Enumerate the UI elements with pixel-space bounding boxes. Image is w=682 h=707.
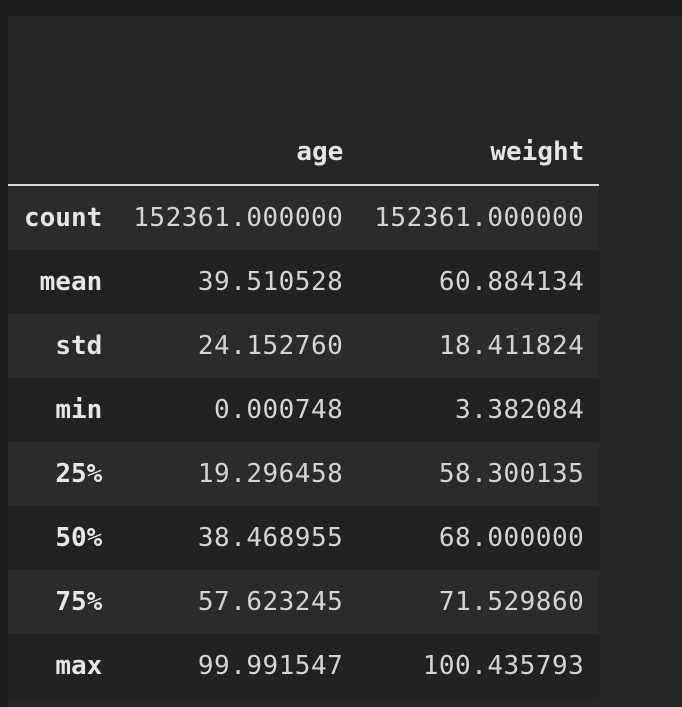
row-label: count [24, 203, 103, 233]
table-row: count 152361.000000 152361.000000 [8, 185, 600, 250]
table-row: std 24.152760 18.411824 [8, 314, 600, 378]
table-body: count 152361.000000 152361.000000 mean 3… [8, 185, 600, 698]
cell-age: 152361.000000 [133, 203, 344, 233]
table-row: 75% 57.623245 71.529860 [8, 570, 600, 634]
table-row: 50% 38.468955 68.000000 [8, 506, 600, 570]
cell-age: 19.296458 [197, 459, 344, 489]
cell-age: 24.152760 [197, 331, 344, 361]
cell-weight: 3.382084 [455, 395, 585, 425]
cell-weight: 100.435793 [422, 651, 585, 681]
cell-weight: 18.411824 [438, 331, 585, 361]
cell-weight: 71.529860 [438, 587, 585, 617]
row-label: mean [39, 267, 103, 297]
cell-age: 57.623245 [197, 587, 344, 617]
cell-weight: 58.300135 [438, 459, 585, 489]
row-label: 25% [55, 459, 103, 489]
index-header [8, 16, 118, 186]
cell-weight: 68.000000 [438, 523, 585, 553]
header-row: age weight [8, 16, 600, 186]
column-header-weight: weight [358, 16, 600, 186]
describe-table: age weight count 152361.000000 152361.00… [8, 16, 600, 698]
row-label: std [55, 331, 103, 361]
table-row: max 99.991547 100.435793 [8, 634, 600, 698]
table-header: age weight [8, 16, 600, 186]
cell-weight: 60.884134 [438, 267, 585, 297]
table-row: min 0.000748 3.382084 [8, 378, 600, 442]
cell-age: 39.510528 [197, 267, 344, 297]
cell-age: 99.991547 [197, 651, 344, 681]
cell-age: 0.000748 [214, 395, 344, 425]
row-label: 75% [55, 587, 103, 617]
row-label: 50% [55, 523, 103, 553]
dataframe-output: age weight count 152361.000000 152361.00… [8, 16, 682, 707]
row-label: max [55, 651, 103, 681]
table-row: mean 39.510528 60.884134 [8, 250, 600, 314]
table-row: 25% 19.296458 58.300135 [8, 442, 600, 506]
cell-age: 38.468955 [197, 523, 344, 553]
column-header-age: age [117, 16, 359, 186]
cell-weight: 152361.000000 [374, 203, 585, 233]
row-label: min [55, 395, 103, 425]
